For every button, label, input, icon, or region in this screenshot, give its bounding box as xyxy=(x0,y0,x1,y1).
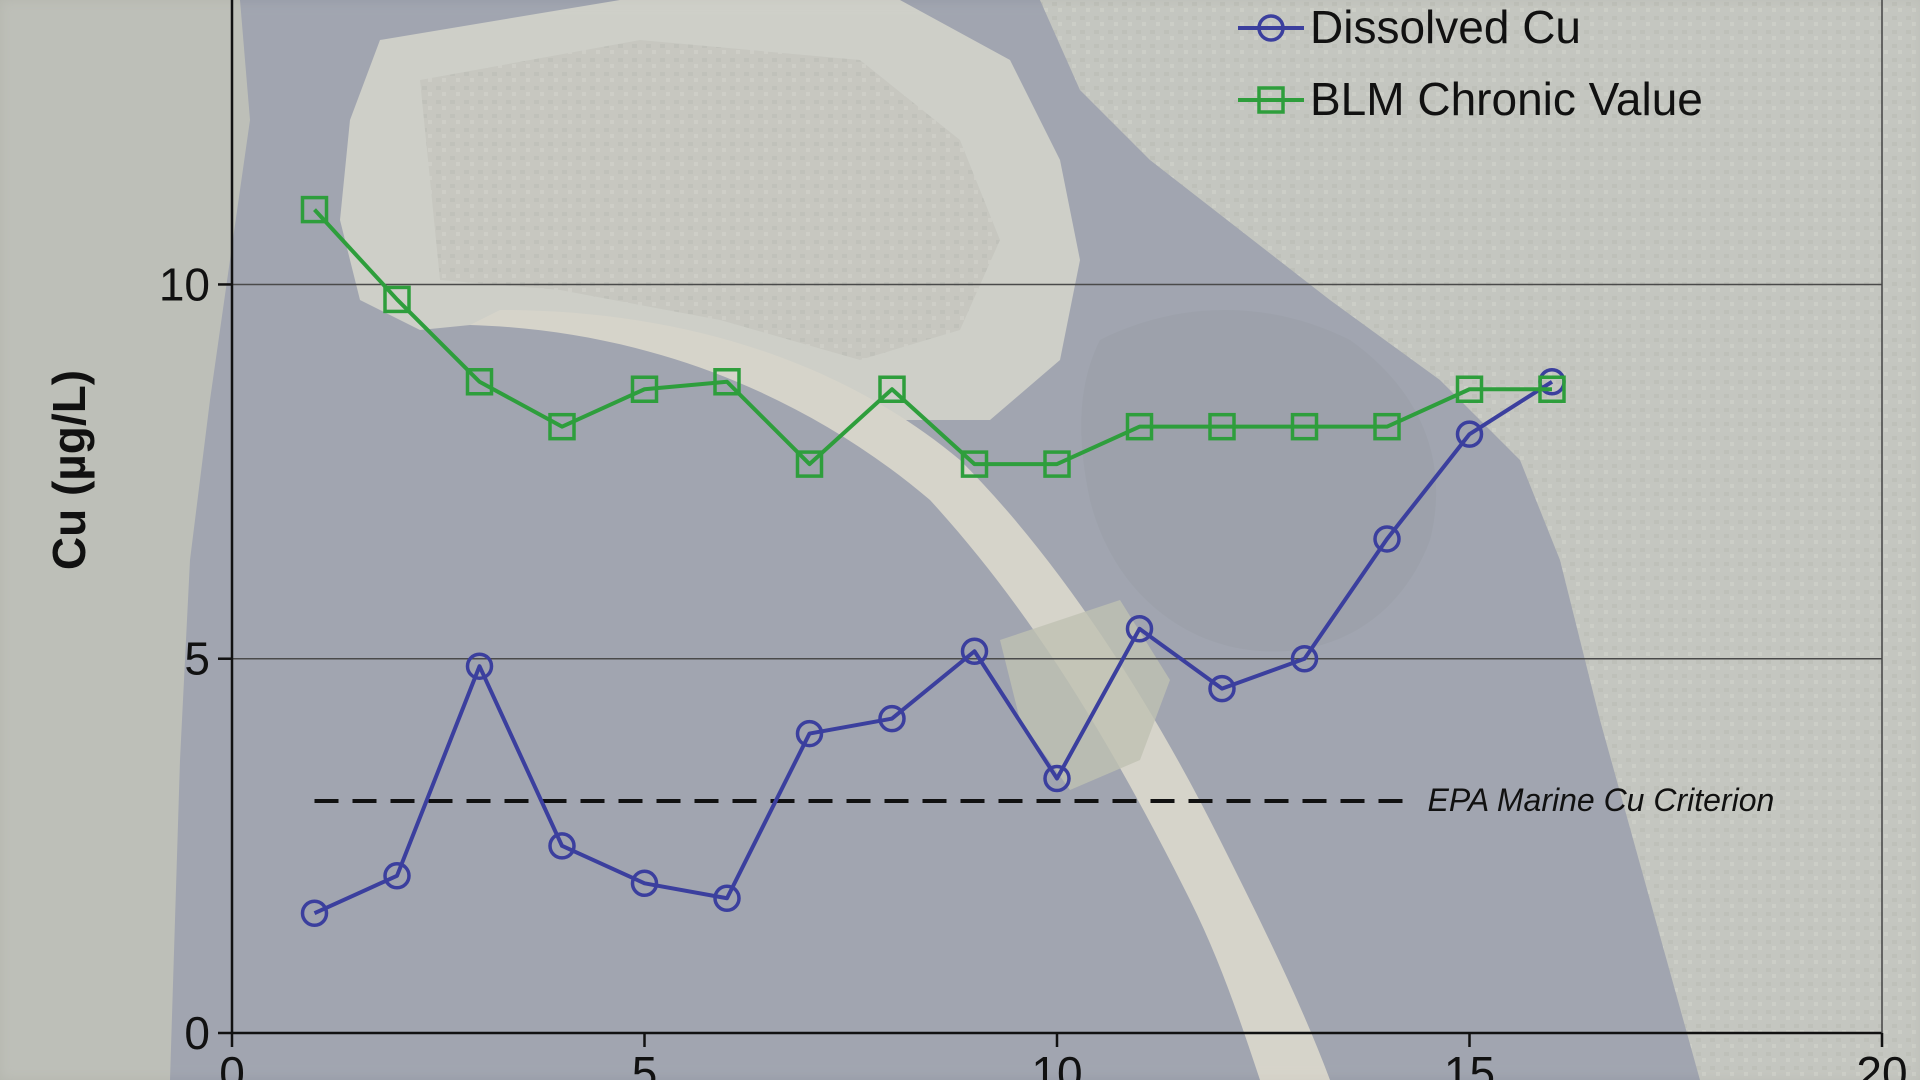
point-blm-chronic-value-6 xyxy=(795,450,824,478)
x-tick-label-0: 0 xyxy=(219,1047,245,1080)
point-dissolved-cu-4 xyxy=(630,869,659,898)
point-dissolved-cu-2 xyxy=(465,652,494,680)
point-blm-chronic-value-2 xyxy=(465,368,494,396)
axes: 0 5 10 0 5 10 15 20 xyxy=(159,0,1908,1080)
point-blm-chronic-value-7 xyxy=(878,375,906,403)
legend-item-blm-chronic-value: BLM Chronic Value xyxy=(1238,73,1703,125)
y-axis-label: Cu (µg/L) xyxy=(43,370,95,570)
point-blm-chronic-value-10 xyxy=(1125,412,1154,441)
point-dissolved-cu-8 xyxy=(960,637,989,665)
point-blm-chronic-value-14 xyxy=(1455,375,1484,403)
point-dissolved-cu-10 xyxy=(1125,615,1154,643)
y-tick-label-0: 0 xyxy=(184,1007,210,1059)
point-blm-chronic-value-9 xyxy=(1043,450,1071,478)
point-blm-chronic-value-5 xyxy=(713,368,741,396)
point-dissolved-cu-6 xyxy=(795,719,824,748)
epa-criterion-label: EPA Marine Cu Criterion xyxy=(1428,782,1775,818)
series-layer xyxy=(300,195,1566,927)
series-line-blm-chronic-value xyxy=(313,208,1552,467)
point-blm-chronic-value-3 xyxy=(548,412,576,441)
y-tick-label-5: 5 xyxy=(184,633,210,685)
reference-line-group: EPA Marine Cu Criterion xyxy=(314,782,1775,818)
point-dissolved-cu-0 xyxy=(300,899,329,927)
point-dissolved-cu-9 xyxy=(1043,764,1071,793)
point-dissolved-cu-3 xyxy=(548,832,576,860)
point-dissolved-cu-14 xyxy=(1455,420,1484,448)
point-blm-chronic-value-11 xyxy=(1208,412,1236,441)
x-tick-label-20: 20 xyxy=(1856,1047,1907,1080)
x-tick-label-5: 5 xyxy=(632,1047,658,1080)
legend-label-dissolved-cu: Dissolved Cu xyxy=(1310,1,1581,53)
point-dissolved-cu-1 xyxy=(383,862,411,890)
point-blm-chronic-value-1 xyxy=(383,285,411,314)
point-blm-chronic-value-8 xyxy=(960,450,989,478)
legend-marker-blm-chronic-value xyxy=(1257,86,1285,114)
point-blm-chronic-value-12 xyxy=(1290,412,1319,441)
grid xyxy=(232,283,1882,660)
legend-item-dissolved-cu: Dissolved Cu xyxy=(1238,1,1581,53)
point-blm-chronic-value-13 xyxy=(1373,412,1401,441)
point-blm-chronic-value-15 xyxy=(1538,375,1566,403)
point-dissolved-cu-12 xyxy=(1290,644,1319,673)
x-tick-label-10: 10 xyxy=(1031,1047,1082,1080)
legend: Dissolved Cu BLM Chronic Value xyxy=(1238,1,1703,125)
point-dissolved-cu-11 xyxy=(1208,674,1236,703)
legend-marker-dissolved-cu xyxy=(1257,14,1285,42)
point-dissolved-cu-5 xyxy=(713,884,741,913)
point-blm-chronic-value-0 xyxy=(300,195,329,224)
point-dissolved-cu-7 xyxy=(878,704,906,733)
x-tick-label-15: 15 xyxy=(1444,1047,1495,1080)
series-blm-chronic-value xyxy=(300,195,1566,478)
point-dissolved-cu-13 xyxy=(1373,525,1401,553)
legend-label-blm-chronic-value: BLM Chronic Value xyxy=(1310,73,1703,125)
point-blm-chronic-value-4 xyxy=(630,375,659,403)
y-tick-label-10: 10 xyxy=(159,258,210,310)
series-line-dissolved-cu xyxy=(313,380,1554,916)
